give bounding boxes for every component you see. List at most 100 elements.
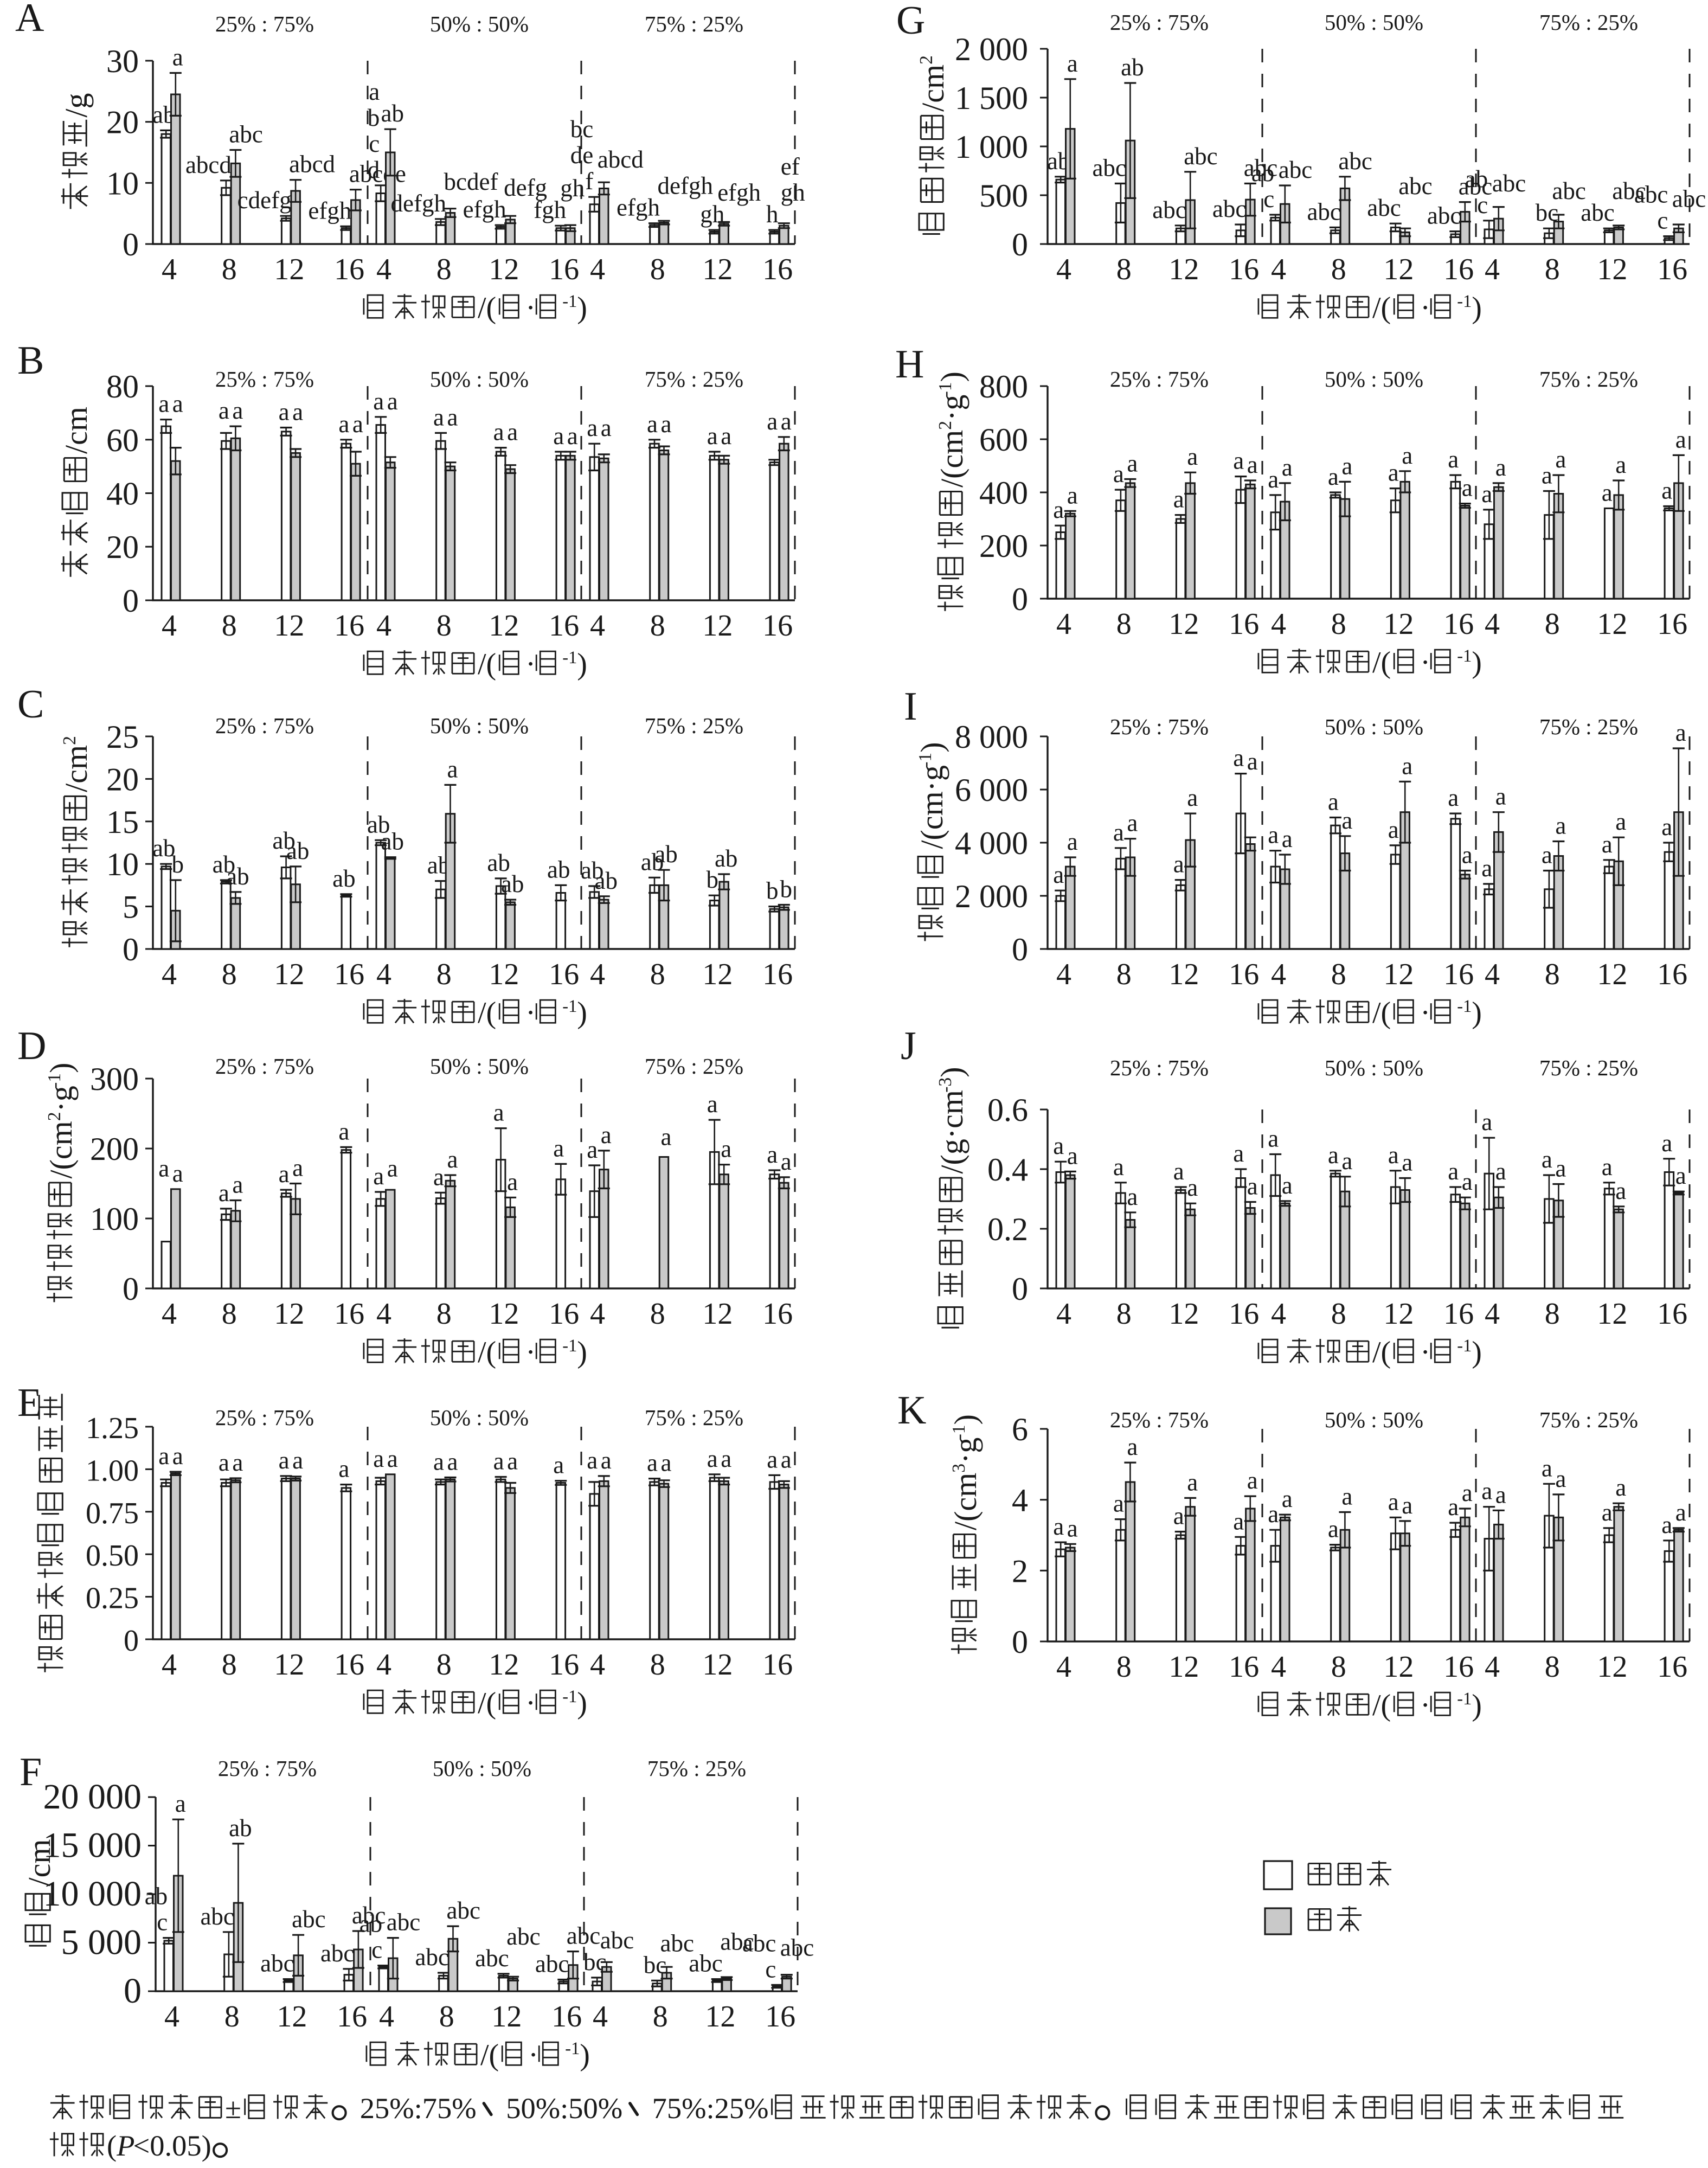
svg-text:/(cm: /(cm <box>948 1473 983 1530</box>
svg-text:ab: ab <box>213 851 235 878</box>
svg-text:a: a <box>1402 752 1412 779</box>
svg-text:8: 8 <box>436 958 452 991</box>
svg-text:ab: ab <box>286 837 309 864</box>
svg-text:50% : 50%: 50% : 50% <box>430 1054 529 1079</box>
svg-text:/(: /( <box>478 647 496 681</box>
svg-text:10 000: 10 000 <box>43 1874 142 1914</box>
svg-text:a: a <box>1675 426 1686 453</box>
svg-text:a: a <box>1602 831 1613 858</box>
svg-text:12: 12 <box>274 1648 304 1682</box>
svg-text:·: · <box>525 291 536 325</box>
svg-text:): ) <box>580 2038 590 2072</box>
svg-text:8: 8 <box>1331 607 1346 641</box>
svg-text:a: a <box>567 422 578 450</box>
svg-text:/cm: /cm <box>915 65 951 112</box>
svg-text:a: a <box>601 414 612 441</box>
svg-text:efgh: efgh <box>717 179 761 206</box>
svg-text:a: a <box>1602 479 1613 506</box>
svg-text:0: 0 <box>123 227 139 262</box>
svg-text:16: 16 <box>334 1648 364 1682</box>
svg-text:a: a <box>553 1134 564 1162</box>
svg-text:a: a <box>387 1155 398 1182</box>
svg-text:0: 0 <box>1012 932 1028 967</box>
svg-text:a: a <box>338 410 349 438</box>
svg-text:<0.05): <0.05) <box>133 2129 211 2162</box>
svg-text:300: 300 <box>90 1061 139 1097</box>
svg-text:a: a <box>1328 1141 1339 1169</box>
svg-text:25% : 75%: 25% : 75% <box>1110 1055 1209 1080</box>
svg-text:a: a <box>601 1447 612 1474</box>
svg-text:a: a <box>587 414 598 441</box>
svg-text:8: 8 <box>1116 1650 1132 1684</box>
svg-text:50% : 50%: 50% : 50% <box>1325 1407 1423 1432</box>
svg-text:/(: /( <box>478 1336 496 1369</box>
svg-text:a: a <box>279 399 290 426</box>
svg-text:abc: abc <box>535 1951 569 1978</box>
svg-text:a: a <box>1127 810 1138 837</box>
svg-text:): ) <box>1472 291 1482 325</box>
svg-text:12: 12 <box>1383 1297 1414 1331</box>
svg-text:a: a <box>447 1448 458 1476</box>
svg-text:12: 12 <box>1383 607 1414 641</box>
svg-text:a: a <box>781 1446 792 1473</box>
svg-text:400: 400 <box>979 475 1028 511</box>
svg-text:50% : 50%: 50% : 50% <box>1325 10 1423 35</box>
svg-text:16: 16 <box>334 1297 364 1331</box>
svg-text:ab: ab <box>1121 54 1144 81</box>
svg-text:16: 16 <box>765 2000 795 2034</box>
svg-text:a: a <box>1247 451 1258 478</box>
svg-text:abc: abc <box>1459 173 1492 200</box>
svg-text:8: 8 <box>1331 1297 1346 1331</box>
svg-text:a: a <box>1053 496 1064 523</box>
svg-text:abcd: abcd <box>185 151 232 178</box>
svg-text:75% : 25%: 75% : 25% <box>645 11 743 36</box>
svg-text:a: a <box>1661 1511 1672 1538</box>
svg-text:4: 4 <box>1056 607 1071 641</box>
svg-text:a: a <box>1495 1158 1506 1185</box>
svg-text:8: 8 <box>1331 1650 1346 1684</box>
svg-text:abc: abc <box>1634 181 1668 208</box>
svg-text:2: 2 <box>916 55 936 65</box>
svg-text:8: 8 <box>1545 253 1560 286</box>
svg-text:(: ( <box>107 2129 117 2162</box>
svg-text:8 000: 8 000 <box>955 719 1028 755</box>
svg-text:12: 12 <box>1168 958 1199 991</box>
svg-text:8: 8 <box>650 609 665 643</box>
svg-text:8: 8 <box>650 1648 665 1682</box>
svg-text:a: a <box>1341 807 1352 834</box>
svg-text:a: a <box>1328 788 1339 816</box>
svg-text:abc: abc <box>1581 199 1614 226</box>
svg-text:-1: -1 <box>1457 1689 1472 1709</box>
svg-text:50%:50%: 50%:50% <box>506 2092 622 2125</box>
svg-text:a: a <box>447 755 458 782</box>
svg-text:a: a <box>647 1449 658 1477</box>
svg-text:bc: bc <box>570 116 593 143</box>
svg-text:-1: -1 <box>562 997 577 1016</box>
svg-text:efgh: efgh <box>308 197 351 224</box>
svg-text:a: a <box>1495 783 1506 810</box>
svg-text:4: 4 <box>590 609 605 643</box>
svg-text:8: 8 <box>650 1297 665 1331</box>
svg-text:0: 0 <box>1012 581 1028 617</box>
svg-text:-1: -1 <box>565 2039 580 2058</box>
svg-text:a: a <box>767 1446 778 1473</box>
svg-text:): ) <box>934 1067 969 1077</box>
svg-text:4: 4 <box>1485 607 1500 641</box>
svg-text:a: a <box>1462 1479 1473 1506</box>
svg-text:a: a <box>1615 808 1626 835</box>
svg-text:12: 12 <box>489 253 519 286</box>
svg-text:): ) <box>1472 996 1482 1030</box>
svg-text:a: a <box>1495 1481 1506 1508</box>
svg-text:4: 4 <box>1271 1297 1286 1331</box>
svg-text:a: a <box>781 1148 792 1175</box>
svg-text:a: a <box>1173 486 1184 513</box>
svg-text:8: 8 <box>1116 1297 1132 1331</box>
svg-text:a: a <box>1675 1499 1686 1526</box>
svg-text:0: 0 <box>1012 1624 1028 1660</box>
svg-text:b: b <box>706 866 718 893</box>
svg-text:a: a <box>1187 784 1198 811</box>
svg-text:): ) <box>1472 646 1482 679</box>
svg-text:16: 16 <box>551 2000 582 2034</box>
svg-text:ab: ab <box>595 867 618 894</box>
svg-text:4: 4 <box>1271 253 1286 286</box>
